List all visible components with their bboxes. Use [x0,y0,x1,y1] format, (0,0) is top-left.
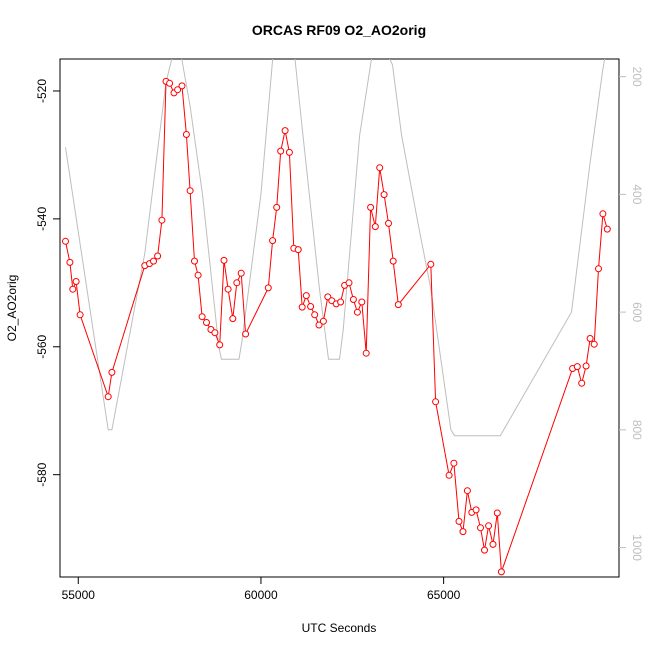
right-tick-label: 200 [630,67,644,87]
red-series-point [158,216,166,224]
right-axis: 200 400 600 800 1000 [619,67,644,561]
red-series-point [62,237,69,245]
red-series-point [277,147,285,155]
red-series-point [481,546,488,554]
red-series-point [385,219,392,227]
right-tick-label: 1000 [630,534,644,561]
red-series-point [237,269,245,277]
red-series-point [298,303,306,311]
red-series-point [590,340,598,348]
red-series-point [302,292,310,300]
red-series-point [285,148,293,156]
red-series [62,77,611,576]
red-series-point [269,237,277,245]
right-tick-label: 400 [630,184,644,204]
red-series-point [380,191,388,199]
red-series-point [353,308,361,316]
red-series-point [319,317,327,325]
red-series-point [586,335,594,342]
red-series-point [389,257,397,265]
right-tick-label: 800 [630,420,644,440]
red-series-point [427,260,435,268]
red-series-point [394,301,402,309]
red-series-point [242,330,250,338]
red-series-point [349,296,357,303]
red-series-point [104,393,112,401]
red-series-point [307,303,315,310]
red-series-point [578,379,586,387]
red-series-point [485,522,493,530]
red-series-point [166,79,174,87]
red-series-point [203,319,210,326]
red-series-point [178,82,186,90]
red-series-point [264,284,272,292]
red-series-point [362,349,370,357]
red-series-point [472,506,480,514]
red-series-point [477,524,484,532]
red-series-point [315,321,323,329]
red-series-point [432,398,440,406]
red-series-point [337,298,345,306]
red-series-point [174,86,182,94]
red-series-point [595,265,602,273]
red-series-line [65,80,608,573]
red-series-point [493,509,501,517]
chart-title: ORCAS RF09 O2_AO2orig [252,22,426,38]
red-series-point [294,246,302,254]
red-series-point [463,487,471,495]
y-tick-label: -520 [35,79,49,103]
plot-frame [59,58,620,578]
red-series-point [603,225,611,233]
y-axis: -520 -540 -560 -580 [35,79,60,487]
red-series-point [69,285,77,293]
red-series-point [186,187,194,195]
red-series-point [72,278,80,285]
y-tick-label: -540 [35,207,49,231]
red-series-point [194,271,202,279]
red-series-point [450,459,458,467]
red-series-point [367,203,375,211]
red-series-point [233,279,241,287]
red-series-point [224,285,232,293]
y-tick-label: -560 [35,334,49,358]
red-series-point [376,164,384,172]
red-series-point [198,313,206,321]
grey-series [65,59,606,437]
red-series-point [182,131,190,138]
y-tick-label: -580 [35,462,49,486]
red-series-point [599,210,607,218]
red-series-point [273,203,281,211]
x-tick-label: 60000 [244,588,278,602]
red-series-point [489,540,497,548]
red-series-point [211,329,219,337]
red-series-point [281,127,289,135]
red-series-point [150,257,157,265]
right-tick-label: 600 [630,302,644,322]
red-series-point [497,568,505,576]
x-axis-label: UTC Seconds [302,621,377,635]
red-series-point [345,279,353,287]
red-series-point [154,252,162,260]
red-series-point [371,223,379,231]
x-axis: 55000 60000 65000 [62,577,461,602]
red-series-point [66,258,74,266]
red-series-point [582,362,590,370]
red-series-point [445,471,453,479]
red-series-point [216,341,224,349]
red-series-point [358,298,366,306]
red-series-point [229,315,237,323]
red-series-point [220,256,228,264]
y-axis-label: O2_AO2orig [5,275,19,342]
red-series-point [108,368,116,376]
red-series-point [455,517,463,525]
red-series-point [311,311,319,319]
red-series-point [573,363,581,371]
x-tick-label: 55000 [62,588,96,602]
red-series-point [191,257,198,265]
red-series-point [459,528,467,536]
x-tick-label: 65000 [427,588,461,602]
red-series-point [76,311,84,319]
grey-series-line [65,59,606,437]
